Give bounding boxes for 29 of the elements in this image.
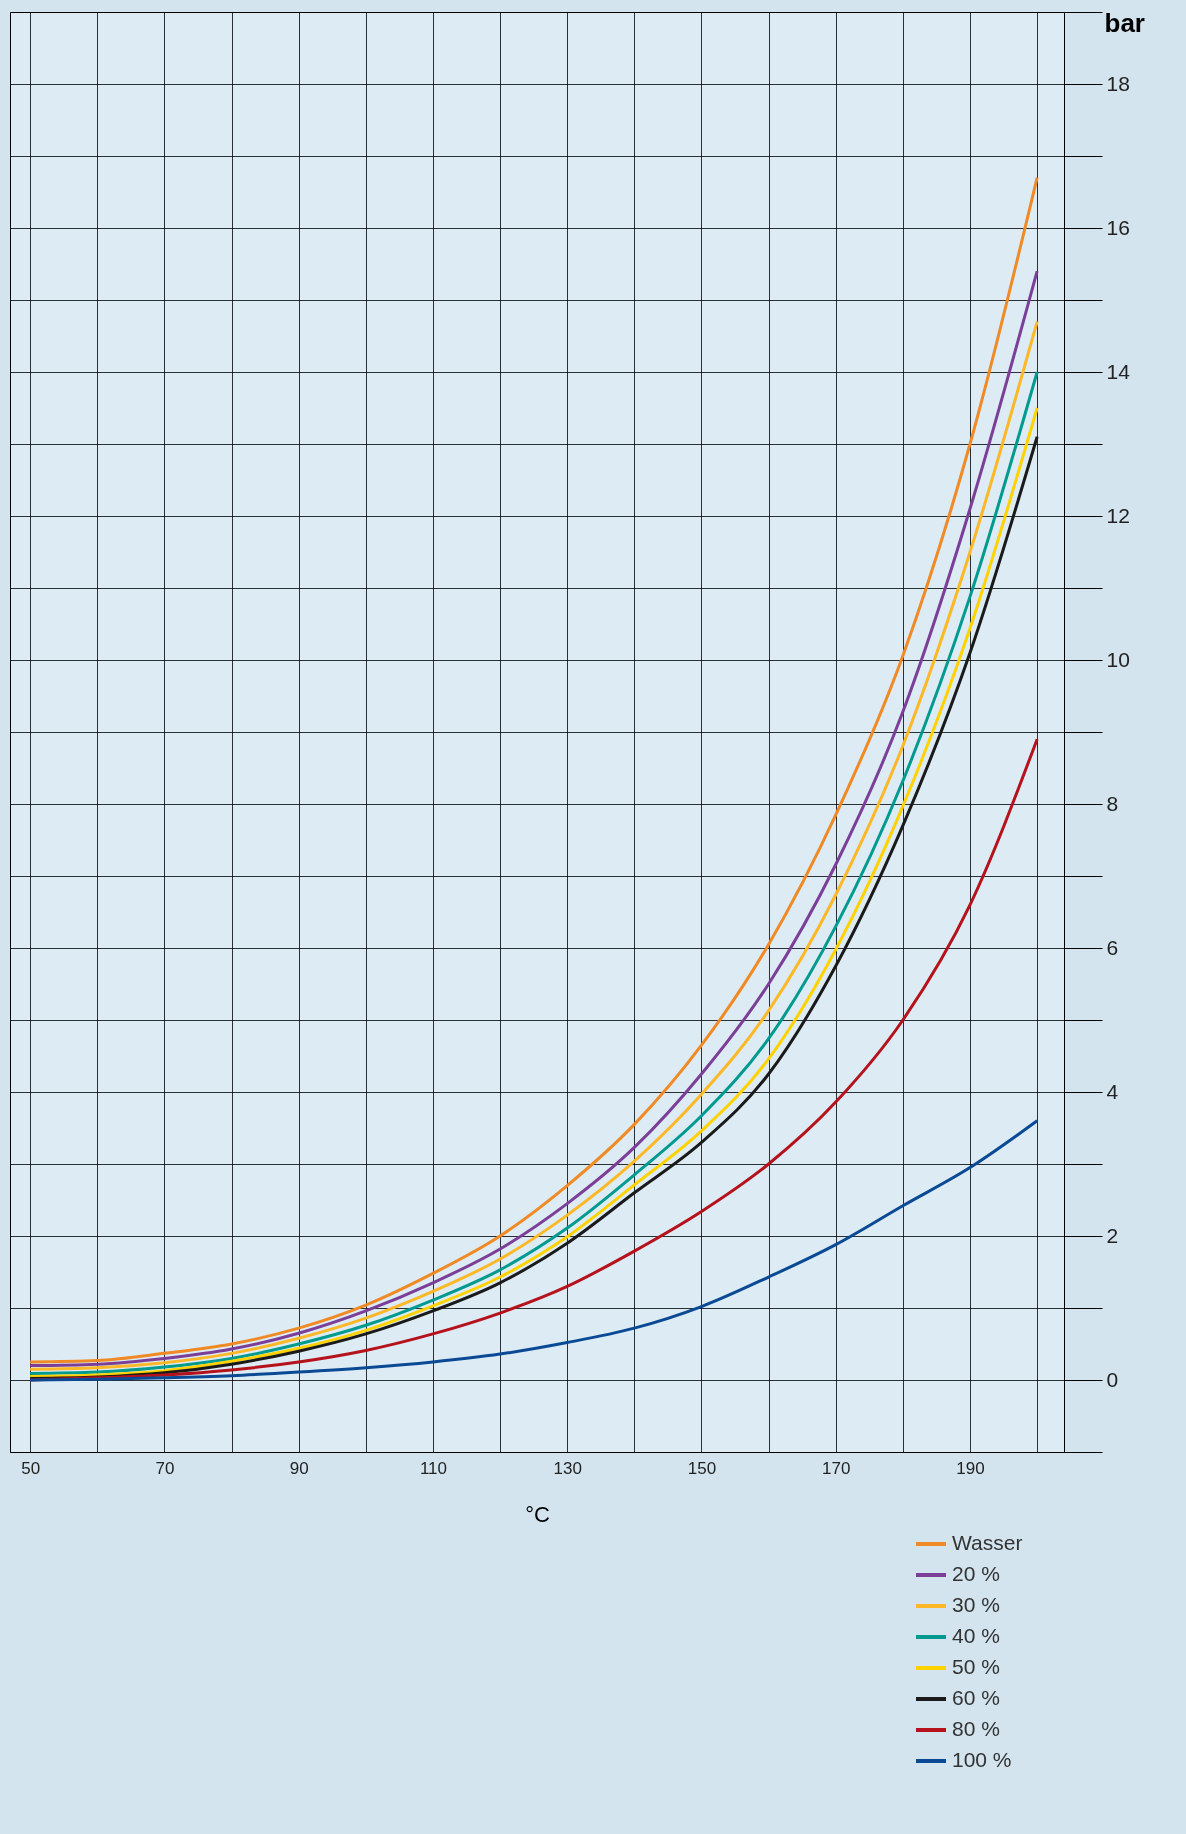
y-tick-label: 12 [1106, 503, 1130, 527]
legend-label: 100 % [952, 1748, 1012, 1771]
y-tick-label: 16 [1106, 215, 1130, 239]
legend-label: 20 % [952, 1562, 1000, 1585]
legend-label: Wasser [952, 1531, 1023, 1554]
y-tick-label: 10 [1106, 647, 1130, 671]
x-tick-label: 90 [289, 1458, 309, 1478]
x-tick-label: 130 [553, 1458, 582, 1478]
y-tick-label: 0 [1106, 1367, 1119, 1391]
y-axis-title: bar [1104, 7, 1145, 38]
legend-label: 50 % [952, 1655, 1000, 1678]
x-tick-label: 170 [822, 1458, 851, 1478]
legend-label: 80 % [952, 1717, 1000, 1740]
x-tick-label: 190 [956, 1458, 985, 1478]
y-tick-label: 2 [1106, 1223, 1119, 1247]
legend-label: 40 % [952, 1624, 1000, 1647]
y-tick-label: 8 [1106, 791, 1119, 815]
line-series [28, 1119, 1039, 1382]
x-tick-label: 70 [155, 1458, 175, 1478]
y-tick-label: 6 [1106, 935, 1119, 959]
y-tick-label: 14 [1106, 359, 1131, 383]
legend-label: 60 % [952, 1686, 1000, 1709]
y-tick-label: 4 [1106, 1079, 1119, 1103]
legend-label: 30 % [952, 1593, 1000, 1616]
x-tick-label: 50 [21, 1458, 41, 1478]
x-axis-title: °C [525, 1501, 550, 1527]
x-tick-label: 150 [687, 1458, 717, 1478]
y-tick-label: 18 [1106, 71, 1130, 95]
x-tick-label: 110 [419, 1458, 447, 1478]
